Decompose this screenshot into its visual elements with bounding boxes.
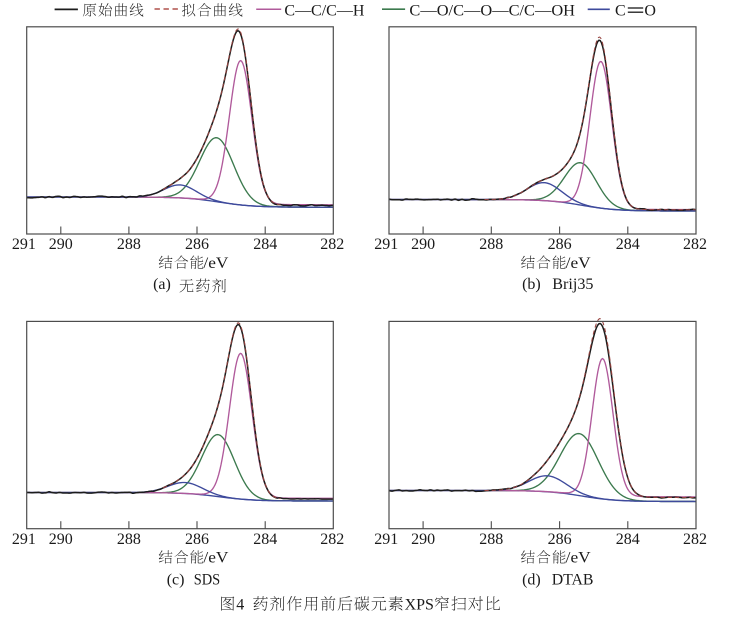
svg-text:290: 290 [49, 531, 73, 548]
svg-text:290: 290 [411, 236, 435, 253]
svg-text:(d): (d) [522, 572, 541, 589]
svg-text:291: 291 [12, 236, 36, 253]
svg-text:291: 291 [374, 531, 398, 548]
svg-text:291: 291 [12, 531, 36, 548]
svg-text:282: 282 [683, 236, 707, 253]
svg-text:DTAB: DTAB [552, 572, 594, 589]
svg-text:288: 288 [117, 236, 141, 253]
svg-text:(a): (a) [153, 276, 171, 293]
svg-text:286: 286 [185, 531, 209, 548]
svg-text:286: 286 [548, 236, 572, 253]
svg-text:C—O/C—O—C/C—OH: C—O/C—O—C/C—OH [409, 2, 575, 19]
svg-text:284: 284 [253, 531, 277, 548]
svg-text:XPS: XPS [405, 597, 434, 614]
svg-text:O: O [644, 2, 656, 19]
svg-text:/eV: /eV [203, 550, 228, 567]
svg-text:288: 288 [117, 531, 141, 548]
svg-text:291: 291 [374, 236, 398, 253]
svg-text:284: 284 [253, 236, 277, 253]
svg-text:4: 4 [236, 597, 244, 614]
svg-text:/eV: /eV [566, 255, 591, 272]
svg-text:(b): (b) [522, 276, 541, 293]
svg-text:288: 288 [479, 531, 503, 548]
svg-text:290: 290 [411, 531, 435, 548]
svg-text:284: 284 [616, 236, 640, 253]
svg-text:Brij35: Brij35 [552, 276, 593, 293]
svg-text:(c): (c) [167, 572, 185, 589]
svg-text:282: 282 [320, 531, 344, 548]
svg-text:C: C [615, 2, 626, 19]
svg-text:SDS: SDS [194, 572, 221, 589]
svg-text:286: 286 [548, 531, 572, 548]
svg-text:288: 288 [479, 236, 503, 253]
svg-text:/eV: /eV [566, 550, 591, 567]
svg-text:/eV: /eV [203, 255, 228, 272]
svg-text:C—C/C—H: C—C/C—H [284, 2, 364, 19]
svg-text:286: 286 [185, 236, 209, 253]
svg-text:290: 290 [49, 236, 73, 253]
svg-text:284: 284 [616, 531, 640, 548]
svg-text:282: 282 [320, 236, 344, 253]
svg-text:282: 282 [683, 531, 707, 548]
